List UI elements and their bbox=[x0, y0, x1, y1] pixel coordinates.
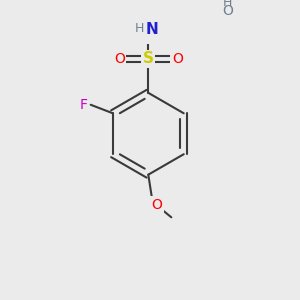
Text: O: O bbox=[172, 52, 183, 66]
Text: H: H bbox=[223, 0, 232, 9]
Text: F: F bbox=[80, 98, 88, 112]
Text: O: O bbox=[222, 4, 233, 18]
Polygon shape bbox=[195, 4, 219, 11]
Text: S: S bbox=[143, 51, 154, 66]
Text: N: N bbox=[145, 22, 158, 37]
Text: O: O bbox=[114, 52, 125, 66]
Text: O: O bbox=[152, 197, 162, 212]
Text: H: H bbox=[135, 22, 145, 35]
